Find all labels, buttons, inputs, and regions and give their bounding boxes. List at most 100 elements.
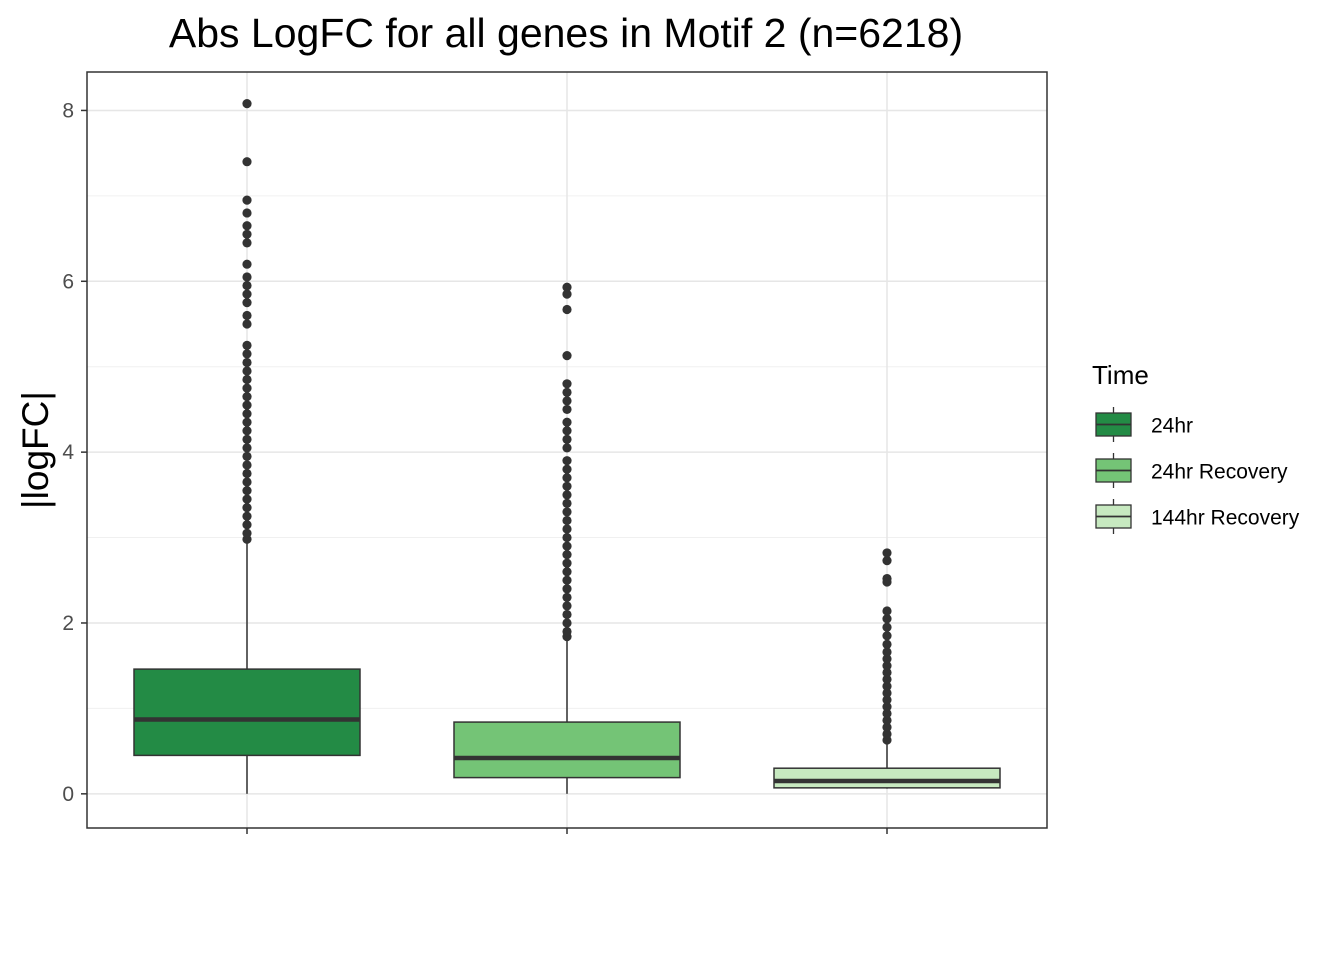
outlier-point <box>242 503 252 513</box>
outlier-point <box>242 443 252 453</box>
outlier-point <box>882 674 892 684</box>
outlier-point <box>562 404 572 415</box>
outlier-point <box>882 654 892 664</box>
outlier-point <box>242 99 252 109</box>
outlier-point <box>242 528 252 538</box>
outlier-point <box>242 400 252 410</box>
outlier-point <box>242 272 252 282</box>
outlier-point <box>882 661 892 671</box>
box-iqr <box>773 767 1001 789</box>
outlier-point <box>242 340 252 350</box>
legend-item-24hr: 24hr <box>1095 407 1193 442</box>
outlier-point <box>242 221 252 231</box>
outlier-point <box>242 357 252 368</box>
outlier-point <box>242 511 252 521</box>
outlier-point <box>562 626 572 637</box>
outlier-point <box>562 417 572 427</box>
outlier-point <box>562 282 572 292</box>
legend-label: 24hr <box>1151 415 1193 438</box>
outlier-point <box>882 708 892 719</box>
outlier-point <box>562 584 572 594</box>
outlier-point <box>242 289 252 299</box>
legend-item-24hr-recovery: 24hr Recovery <box>1095 453 1288 488</box>
outlier-point <box>242 208 252 218</box>
box-iqr <box>133 668 361 757</box>
outlier-point <box>242 366 252 376</box>
outlier-point <box>242 238 252 248</box>
outlier-point <box>242 374 252 385</box>
axis-layer: 0 2 4 6 8 <box>62 99 888 834</box>
outlier-point <box>882 722 892 732</box>
outlier-point <box>242 451 252 462</box>
outlier-point <box>882 631 892 641</box>
outlier-point <box>562 515 572 526</box>
legend: Time 24hr 24hr Recovery 144hr Recovery <box>1092 360 1300 534</box>
outlier-point <box>882 622 892 632</box>
outlier-point <box>882 695 892 705</box>
outlier-point <box>242 468 252 479</box>
outlier-point <box>242 477 252 487</box>
outlier-point <box>562 304 572 315</box>
outlier-point <box>562 464 572 474</box>
outlier-point <box>562 351 572 361</box>
boxplot-24hr <box>133 99 361 794</box>
box-iqr <box>453 721 681 779</box>
outlier-point <box>242 229 252 239</box>
y-tick-label: 2 <box>62 612 74 635</box>
outlier-point <box>562 592 572 602</box>
outlier-point <box>562 532 572 543</box>
outlier-point <box>242 434 252 444</box>
outlier-point <box>242 259 252 269</box>
outlier-point <box>562 601 572 611</box>
legend-label: 24hr Recovery <box>1151 461 1288 484</box>
outlier-point <box>882 614 892 624</box>
outlier-point <box>242 310 252 321</box>
outlier-point <box>562 567 572 577</box>
outlier-point <box>242 298 252 308</box>
outlier-point <box>882 681 892 691</box>
outlier-point <box>562 490 572 500</box>
outlier-point <box>882 606 892 616</box>
outlier-point <box>562 456 572 466</box>
outlier-point <box>562 387 572 397</box>
y-tick-label: 8 <box>62 99 74 122</box>
outlier-point <box>242 494 252 504</box>
outlier-point <box>242 409 252 419</box>
outlier-point <box>562 473 572 483</box>
outlier-point <box>882 639 892 649</box>
outlier-point <box>562 575 572 585</box>
legend-title: Time <box>1092 360 1149 390</box>
outlier-point <box>562 524 572 534</box>
outlier-point <box>242 383 252 393</box>
outlier-point <box>882 573 892 584</box>
outlier-point <box>562 558 572 568</box>
outlier-point <box>882 647 892 657</box>
outlier-point <box>882 715 892 725</box>
outlier-point <box>562 443 572 453</box>
outlier-point <box>242 426 252 436</box>
outlier-point <box>562 396 572 406</box>
box-series-layer <box>133 99 1001 794</box>
outlier-point <box>562 289 572 299</box>
outlier-point <box>242 392 252 402</box>
y-tick-label: 0 <box>62 783 74 806</box>
outlier-point <box>562 481 572 491</box>
y-axis-label: |logFC| <box>15 391 56 509</box>
outlier-point <box>562 618 572 628</box>
outlier-point <box>242 349 252 359</box>
outlier-point <box>882 688 892 698</box>
boxplot-24hr-recovery <box>453 282 681 794</box>
outlier-point <box>242 195 252 205</box>
outlier-point <box>242 157 252 167</box>
outlier-point <box>562 426 572 436</box>
outlier-point <box>562 507 572 517</box>
boxplot-144hr-recovery <box>773 548 1001 789</box>
outlier-point <box>242 520 252 530</box>
outlier-point <box>242 417 252 427</box>
outlier-point <box>562 379 572 389</box>
plot-panel-border <box>86 71 1048 829</box>
chart-title: Abs LogFC for all genes in Motif 2 (n=62… <box>169 10 963 56</box>
outlier-point <box>882 548 892 558</box>
